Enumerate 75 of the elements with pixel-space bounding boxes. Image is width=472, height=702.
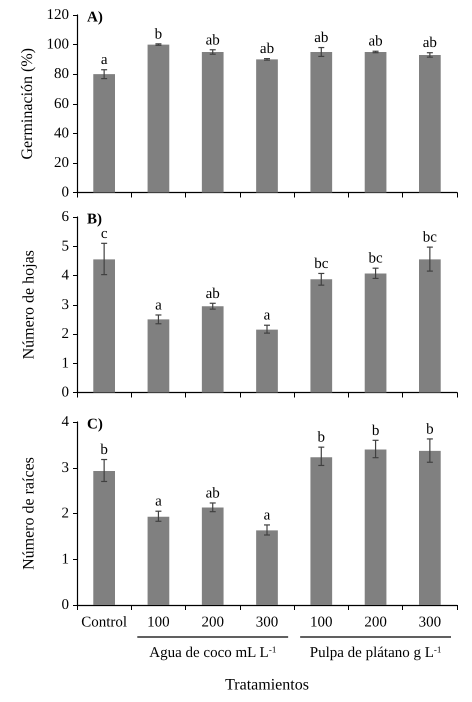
- bar: [364, 273, 386, 392]
- y-tick-label: 0: [62, 597, 69, 613]
- data-label: a: [155, 494, 162, 510]
- data-label: ab: [422, 35, 437, 52]
- x-tick-label: 300: [256, 614, 278, 630]
- bar: [93, 74, 115, 192]
- x-tick-label: Control: [81, 614, 128, 630]
- chart-title: A): [87, 10, 103, 26]
- y-tick-label: 60: [54, 96, 69, 112]
- bar: [419, 450, 441, 605]
- bar: [202, 508, 224, 605]
- chart-title: C): [87, 416, 103, 432]
- y-tick-label: 100: [46, 36, 69, 53]
- bar: [202, 52, 224, 192]
- data-label: ab: [368, 34, 383, 50]
- bar: [93, 470, 115, 605]
- data-label: b: [372, 422, 380, 439]
- x-tick-label: 100: [310, 614, 333, 630]
- data-label: a: [264, 507, 271, 524]
- bar: [310, 279, 332, 392]
- y-tick-label: 40: [54, 125, 69, 142]
- data-label: ab: [206, 32, 220, 48]
- bar: [93, 259, 115, 392]
- data-label: b: [100, 442, 108, 458]
- data-label: bc: [368, 250, 383, 267]
- y-tick-label: 4: [62, 268, 70, 284]
- bar: [148, 319, 170, 392]
- bar: [256, 530, 278, 605]
- x-tick-label: 100: [147, 614, 170, 630]
- y-tick-label: 0: [62, 384, 69, 400]
- data-label: b: [426, 421, 434, 438]
- bar: [419, 259, 441, 392]
- bar: [364, 449, 386, 605]
- chart-title: B): [87, 212, 102, 228]
- data-label: c: [100, 226, 108, 242]
- data-label: ab: [206, 485, 220, 502]
- y-tick-label: 3: [62, 460, 69, 476]
- data-label: ab: [260, 41, 274, 58]
- y-axis-title: Número de raíces: [20, 457, 38, 570]
- y-tick-label: 3: [62, 296, 69, 313]
- y-tick-label: 80: [54, 66, 69, 82]
- x-axis-title: Tratamientos: [225, 676, 309, 694]
- bar: [310, 457, 332, 605]
- y-tick-label: 120: [46, 7, 69, 23]
- bar: [148, 516, 170, 605]
- data-label: bc: [422, 230, 438, 246]
- y-axis-title: Germinación (%): [19, 48, 36, 160]
- x-tick-label: 200: [364, 614, 387, 630]
- x-tick-label: 300: [418, 614, 442, 630]
- data-label: ab: [206, 286, 220, 302]
- y-tick-label: 6: [62, 209, 70, 225]
- data-label: bc: [314, 256, 329, 272]
- y-axis-title: Número de hojas: [20, 250, 38, 360]
- y-tick-label: 4: [62, 414, 70, 430]
- data-label: b: [318, 430, 326, 446]
- y-tick-label: 20: [54, 154, 69, 171]
- y-tick-label: 1: [62, 355, 69, 372]
- data-label: a: [100, 52, 108, 68]
- y-tick-label: 2: [62, 506, 69, 522]
- y-tick-label: 0: [62, 184, 69, 200]
- y-tick-label: 1: [62, 551, 69, 568]
- bar: [202, 306, 224, 392]
- bar: [256, 330, 278, 392]
- data-label: b: [154, 26, 162, 42]
- data-label: a: [264, 308, 271, 324]
- bar: [419, 54, 441, 192]
- x-tick-label: 200: [201, 614, 224, 630]
- data-label: a: [155, 297, 162, 314]
- bar: [364, 52, 386, 192]
- bar: [148, 44, 170, 192]
- data-label: ab: [314, 30, 328, 46]
- y-tick-label: 5: [62, 238, 69, 254]
- bar: [256, 59, 278, 192]
- bar: [310, 52, 332, 192]
- y-tick-label: 2: [62, 326, 69, 342]
